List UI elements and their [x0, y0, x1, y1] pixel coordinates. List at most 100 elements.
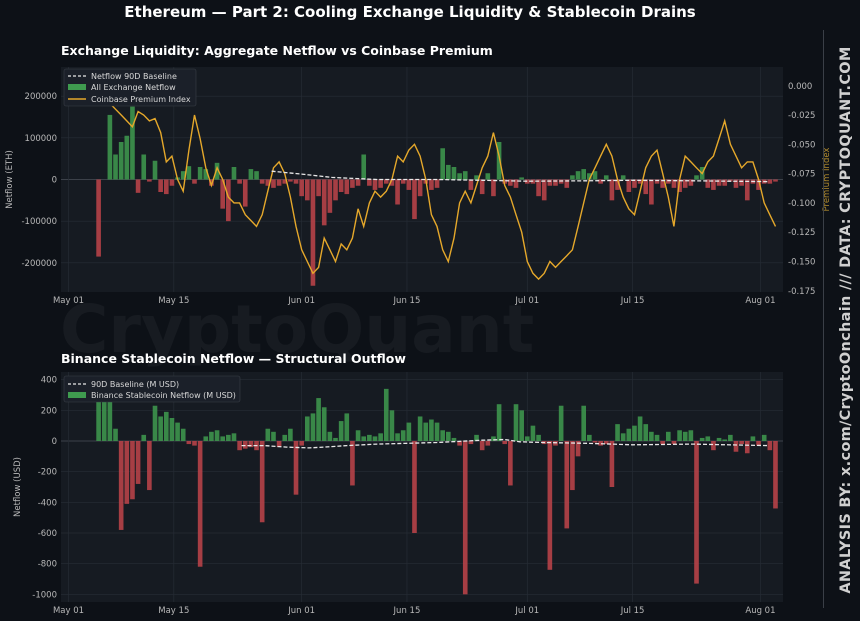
y-tick-label: -200000	[21, 259, 57, 269]
netflow-bar	[327, 431, 333, 441]
netflow-bar	[750, 436, 756, 441]
netflow-bar	[135, 179, 141, 193]
netflow-bar	[147, 441, 152, 491]
netflow-bar	[355, 179, 361, 186]
netflow-bar	[446, 431, 451, 441]
netflow-bar	[773, 179, 778, 182]
netflow-bar	[598, 441, 603, 446]
netflow-bar	[716, 437, 722, 441]
netflow-bar	[671, 441, 677, 445]
netflow-bar	[395, 179, 400, 205]
netflow-bar	[226, 434, 231, 441]
netflow-bar	[654, 179, 660, 184]
netflow-bar	[626, 428, 632, 441]
netflow-bar	[440, 148, 445, 180]
x-tick-label: Jul 15	[620, 606, 645, 616]
netflow-bar	[163, 179, 169, 195]
netflow-bar	[587, 173, 592, 180]
netflow-bar	[587, 434, 592, 441]
netflow-bar	[434, 422, 440, 441]
netflow-bar	[615, 424, 620, 441]
netflow-bar	[462, 441, 468, 595]
netflow-bar	[141, 154, 147, 180]
netflow-bar	[406, 422, 412, 441]
netflow-bar	[671, 179, 677, 188]
netflow-bar	[474, 434, 479, 441]
netflow-bar	[694, 441, 699, 584]
netflow-bar	[288, 428, 293, 441]
panel-1-x-ticks: May 01 May 15 Jun 01 Jun 15 Jul 01 Jul 15 Aug …	[53, 296, 776, 306]
netflow-bar	[474, 175, 479, 180]
netflow-bar	[575, 171, 581, 180]
netflow-bar	[124, 441, 130, 504]
netflow-bar	[660, 441, 665, 445]
netflow-bar	[180, 171, 186, 180]
y-tick-label: -100000	[21, 217, 57, 227]
y-tick-label: 400	[41, 376, 57, 386]
netflow-bar	[536, 434, 541, 441]
netflow-bar	[649, 179, 654, 205]
netflow-bar	[316, 179, 321, 197]
panel-1-y-ticks: 200000 100000 0 -100000 -200000	[21, 92, 57, 269]
panel-1-legend-box	[63, 68, 197, 107]
netflow-bar	[479, 441, 485, 451]
netflow-bar	[169, 418, 175, 441]
netflow-bar	[265, 179, 271, 186]
netflow-bar	[400, 430, 406, 441]
legend-swatch-stable-netflow	[68, 392, 86, 398]
exchange-liquidity-panel: Exchange Liquidity: Aggregate Netflow vs…	[5, 43, 832, 306]
netflow-bar	[113, 428, 118, 441]
netflow-bar	[446, 164, 451, 180]
netflow-bar	[615, 179, 620, 190]
netflow-bar	[214, 430, 220, 441]
netflow-bar	[383, 179, 389, 184]
netflow-bar	[716, 179, 722, 186]
panel-2-x-ticks: May 01 May 15 Jun 01 Jun 15 Jul 01 Jul 15 Aug …	[53, 606, 776, 616]
netflow-bar	[192, 179, 197, 184]
netflow-bar	[197, 167, 203, 180]
netflow-bar	[570, 175, 575, 180]
y2-tick-label: -0.025	[788, 111, 815, 121]
panel-1-y-axis-label: Netflow (ETH)	[5, 150, 15, 209]
netflow-bar	[316, 398, 321, 441]
panel-2-legend-box	[63, 375, 241, 403]
netflow-bar	[130, 441, 135, 500]
netflow-bar	[220, 436, 226, 441]
netflow-bar	[333, 437, 338, 441]
netflow-bar	[694, 175, 699, 180]
panel-2-gridlines	[61, 372, 783, 602]
netflow-bar	[412, 179, 417, 220]
x-tick-label: Aug 01	[745, 296, 775, 306]
netflow-bar	[688, 430, 694, 441]
netflow-bar	[722, 179, 728, 186]
side-credit: ANALYSIS BY: x.com/CryptoOnchain /// DAT…	[836, 30, 856, 610]
netflow-bar	[739, 441, 744, 445]
y-tick-label: -200	[38, 468, 57, 478]
netflow-bar	[485, 173, 491, 180]
y-tick-label: 0	[52, 437, 57, 447]
netflow-bar	[338, 179, 344, 192]
panel-2-y-ticks: 400 200 0 -200 -400 -600 -800 -1000	[32, 376, 57, 601]
x-tick-label: Jun 15	[393, 606, 421, 616]
netflow-bar	[682, 431, 688, 441]
netflow-bar	[513, 404, 519, 441]
netflow-bar	[417, 416, 423, 441]
netflow-bar	[361, 154, 367, 180]
x-tick-label: Jul 15	[620, 296, 645, 306]
y-tick-label: -600	[38, 529, 57, 539]
netflow-bar	[350, 179, 355, 188]
legend-label-stable-baseline: 90D Baseline (M USD)	[91, 380, 179, 389]
x-tick-label: Jul 01	[514, 296, 539, 306]
netflow-bar	[265, 428, 271, 441]
panel-1-y2-axis-label: Premium Index	[822, 148, 832, 212]
netflow-bar	[271, 179, 276, 188]
panel-1-legend: Netflow 90D Baseline All Exchange Netflo…	[63, 68, 197, 107]
netflow-bar	[175, 422, 180, 441]
netflow-bar	[163, 411, 169, 441]
netflow-bar	[186, 441, 192, 445]
netflow-bar	[603, 441, 609, 445]
netflow-bar	[395, 433, 400, 441]
netflow-bar	[355, 430, 361, 441]
netflow-bar	[637, 179, 643, 184]
y2-tick-label: -0.150	[788, 258, 815, 268]
